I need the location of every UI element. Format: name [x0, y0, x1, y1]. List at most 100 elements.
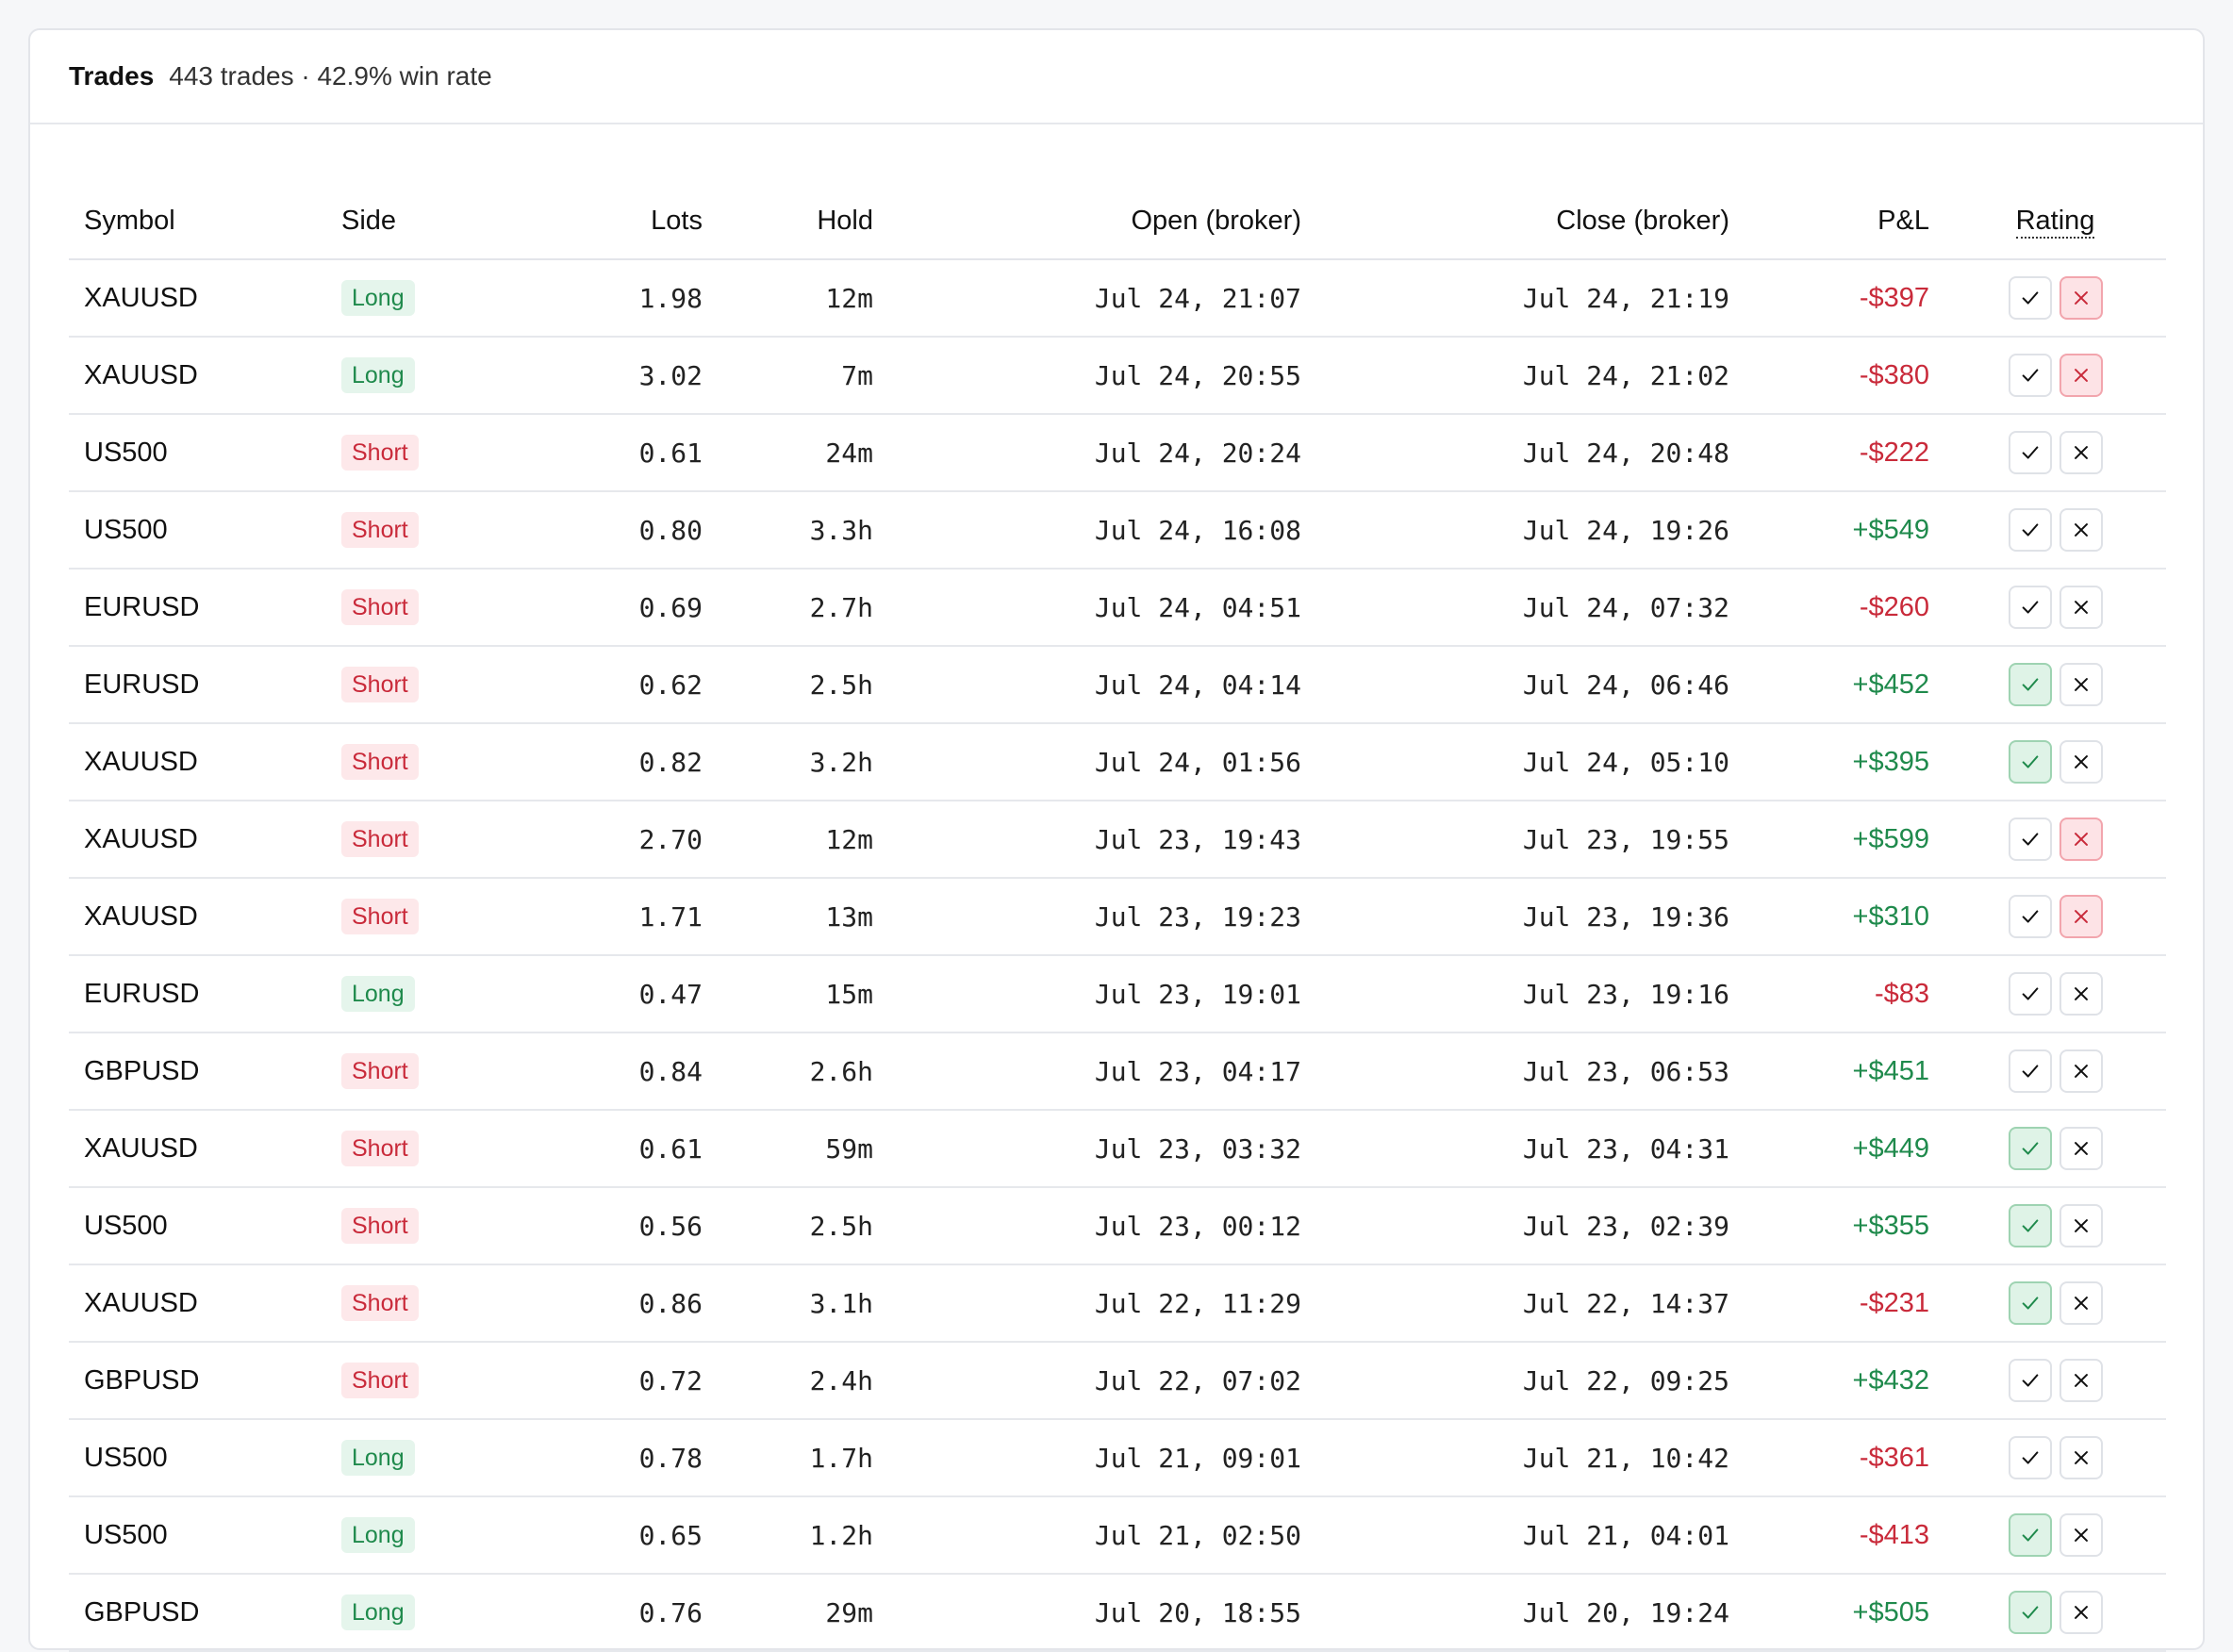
cell-close: Jul 24, 21:02	[1316, 337, 1745, 415]
table-row[interactable]: EURUSD Short 0.69 2.7h Jul 24, 04:51 Jul 24, …	[69, 569, 2166, 647]
table-row[interactable]: US500 Short 0.80 3.3h Jul 24, 16:08 Jul 24, 1…	[69, 491, 2166, 570]
rate-bad-button[interactable]	[2059, 354, 2103, 397]
cell-symbol: EURUSD	[69, 955, 326, 1033]
cell-open: Jul 22, 11:29	[888, 1264, 1316, 1343]
rate-good-button[interactable]	[2008, 1281, 2052, 1325]
column-header-close[interactable]: Close (broker)	[1316, 183, 1745, 260]
rate-good-button[interactable]	[2008, 508, 2052, 552]
rate-good-button[interactable]	[2008, 972, 2052, 1016]
cell-open: Jul 23, 19:43	[888, 801, 1316, 879]
cell-open: Jul 23, 03:32	[888, 1110, 1316, 1188]
cross-icon	[2071, 520, 2092, 540]
cell-hold: 2.7h	[718, 569, 888, 647]
rate-bad-button[interactable]	[2059, 972, 2103, 1016]
cell-lots: 0.86	[524, 1264, 718, 1343]
column-header-open[interactable]: Open (broker)	[888, 183, 1316, 260]
rate-good-button[interactable]	[2008, 276, 2052, 320]
cell-close: Jul 24, 05:10	[1316, 723, 1745, 801]
table-row[interactable]: EURUSD Short 0.62 2.5h Jul 24, 04:14 Jul 24, …	[69, 646, 2166, 724]
rate-bad-button[interactable]	[2059, 1513, 2103, 1557]
table-header-row: Symbol Side Lots Hold Open (broker) Clos…	[69, 183, 2166, 260]
cell-rating	[1944, 1574, 2166, 1652]
cross-icon	[2071, 1447, 2092, 1468]
cell-pnl: -$222	[1745, 414, 1944, 492]
rate-bad-button[interactable]	[2059, 508, 2103, 552]
rate-bad-button[interactable]	[2059, 663, 2103, 706]
cell-pnl: +$355	[1745, 1187, 1944, 1265]
cross-icon	[2071, 983, 2092, 1004]
cell-open: Jul 21, 02:50	[888, 1496, 1316, 1575]
rate-good-button[interactable]	[2008, 895, 2052, 938]
rate-bad-button[interactable]	[2059, 1049, 2103, 1093]
rate-good-button[interactable]	[2008, 1049, 2052, 1093]
rate-good-button[interactable]	[2008, 1359, 2052, 1402]
side-badge: Short	[341, 1208, 419, 1244]
table-row[interactable]: GBPUSD Short 0.84 2.6h Jul 23, 04:17 Jul 23, …	[69, 1032, 2166, 1111]
rate-good-button[interactable]	[2008, 1591, 2052, 1634]
cross-icon	[2071, 1215, 2092, 1236]
side-badge: Short	[341, 899, 419, 934]
cross-icon	[2071, 1602, 2092, 1623]
column-header-lots[interactable]: Lots	[524, 183, 718, 260]
cell-open: Jul 24, 20:24	[888, 414, 1316, 492]
column-header-side[interactable]: Side	[326, 183, 524, 260]
cross-icon	[2071, 829, 2092, 850]
cross-icon	[2071, 365, 2092, 386]
table-row[interactable]: XAUUSD Short 2.70 12m Jul 23, 19:43 Jul 23, 1…	[69, 801, 2166, 879]
cell-rating	[1944, 414, 2166, 492]
table-row[interactable]: US500 Short 0.56 2.5h Jul 23, 00:12 Jul 23, 0…	[69, 1187, 2166, 1265]
rate-bad-button[interactable]	[2059, 740, 2103, 784]
table-row[interactable]: US500 Long 0.78 1.7h Jul 21, 09:01 Jul 21, 10…	[69, 1419, 2166, 1497]
rate-bad-button[interactable]	[2059, 1281, 2103, 1325]
rate-bad-button[interactable]	[2059, 818, 2103, 861]
rate-bad-button[interactable]	[2059, 1436, 2103, 1479]
cell-side: Long	[326, 337, 524, 415]
cell-rating	[1944, 801, 2166, 879]
rate-good-button[interactable]	[2008, 818, 2052, 861]
column-header-symbol[interactable]: Symbol	[69, 183, 326, 260]
rate-bad-button[interactable]	[2059, 895, 2103, 938]
rate-good-button[interactable]	[2008, 431, 2052, 474]
column-header-pnl[interactable]: P&L	[1745, 183, 1944, 260]
cell-symbol: US500	[69, 1187, 326, 1265]
rate-bad-button[interactable]	[2059, 1591, 2103, 1634]
column-header-hold[interactable]: Hold	[718, 183, 888, 260]
cell-pnl: +$549	[1745, 491, 1944, 570]
rate-bad-button[interactable]	[2059, 1204, 2103, 1247]
rate-good-button[interactable]	[2008, 1436, 2052, 1479]
rate-bad-button[interactable]	[2059, 1127, 2103, 1170]
cell-rating	[1944, 646, 2166, 724]
table-row[interactable]: XAUUSD Short 0.61 59m Jul 23, 03:32 Jul 23, 0…	[69, 1110, 2166, 1188]
cell-open: Jul 20, 18:55	[888, 1574, 1316, 1652]
cell-hold: 2.6h	[718, 1032, 888, 1111]
rate-bad-button[interactable]	[2059, 586, 2103, 629]
rate-good-button[interactable]	[2008, 586, 2052, 629]
table-row[interactable]: XAUUSD Short 0.86 3.1h Jul 22, 11:29 Jul 22, …	[69, 1264, 2166, 1343]
table-row[interactable]: XAUUSD Long 3.02 7m Jul 24, 20:55 Jul 24, 21:…	[69, 337, 2166, 415]
rate-good-button[interactable]	[2008, 1513, 2052, 1557]
table-row[interactable]: US500 Short 0.61 24m Jul 24, 20:24 Jul 24, 20…	[69, 414, 2166, 492]
cell-open: Jul 23, 04:17	[888, 1032, 1316, 1111]
rate-good-button[interactable]	[2008, 663, 2052, 706]
table-row[interactable]: XAUUSD Short 0.82 3.2h Jul 24, 01:56 Jul 24, …	[69, 723, 2166, 801]
table-row[interactable]: XAUUSD Short 1.71 13m Jul 23, 19:23 Jul 23, 1…	[69, 878, 2166, 956]
cell-hold: 3.2h	[718, 723, 888, 801]
rate-bad-button[interactable]	[2059, 276, 2103, 320]
rate-bad-button[interactable]	[2059, 431, 2103, 474]
cell-open: Jul 22, 07:02	[888, 1342, 1316, 1420]
table-row[interactable]: GBPUSD Short 0.72 2.4h Jul 22, 07:02 Jul 22, …	[69, 1342, 2166, 1420]
rate-good-button[interactable]	[2008, 1127, 2052, 1170]
cell-hold: 2.4h	[718, 1342, 888, 1420]
rate-good-button[interactable]	[2008, 740, 2052, 784]
table-row[interactable]: EURUSD Long 0.47 15m Jul 23, 19:01 Jul 23, 19…	[69, 955, 2166, 1033]
rate-good-button[interactable]	[2008, 354, 2052, 397]
cell-rating	[1944, 1342, 2166, 1420]
check-icon	[2020, 674, 2041, 695]
rate-bad-button[interactable]	[2059, 1359, 2103, 1402]
rate-good-button[interactable]	[2008, 1204, 2052, 1247]
column-header-rating[interactable]: Rating	[1944, 183, 2166, 260]
cross-icon	[2071, 442, 2092, 463]
table-row[interactable]: GBPUSD Long 0.76 29m Jul 20, 18:55 Jul 20, 19…	[69, 1574, 2166, 1652]
table-row[interactable]: XAUUSD Long 1.98 12m Jul 24, 21:07 Jul 24, 21…	[69, 259, 2166, 338]
table-row[interactable]: US500 Long 0.65 1.2h Jul 21, 02:50 Jul 21, 04…	[69, 1496, 2166, 1575]
